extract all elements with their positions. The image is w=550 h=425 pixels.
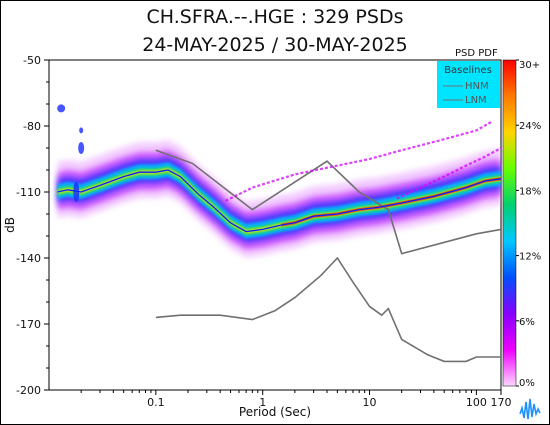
y-axis: -50 -80 -110 -140 -170 -200 (16, 54, 49, 397)
colorbar-tick-label: 30+ (519, 60, 540, 71)
colorbar: PSD PDF 30+ 24% 18% 12% 6% 0% (455, 48, 541, 389)
mode-line (57, 169, 501, 233)
x-axis: 0.1 1 10 100 170 (80, 390, 512, 409)
y-axis-label: dB (3, 217, 17, 233)
chart-title: CH.SFRA.--.HGE : 329 PSDs (146, 6, 404, 28)
x-tick-label: 1 (259, 396, 266, 409)
density-spike (79, 127, 84, 134)
colorbar-tick-label: 18% (519, 186, 541, 197)
colorbar-tick-label: 12% (519, 252, 541, 263)
y-tick-label: -50 (23, 54, 41, 67)
y-tick-label: -170 (16, 318, 41, 331)
density-spike (78, 142, 85, 154)
x-tick-label: 0.1 (147, 396, 165, 409)
y-tick-label: -200 (16, 384, 41, 397)
density-band (57, 157, 501, 243)
y-tick-label: -140 (16, 252, 41, 265)
legend-title: Baselines (444, 65, 492, 76)
chart-subtitle: 24-MAY-2025 / 30-MAY-2025 (142, 34, 408, 56)
legend-lnm-label: LNM (465, 95, 487, 106)
x-tick-label: 100 (466, 396, 487, 409)
colorbar-title: PSD PDF (455, 48, 498, 59)
x-tick-label: 170 (491, 396, 512, 409)
density-spike (57, 104, 66, 113)
x-axis-label: Period (Sec) (239, 405, 311, 419)
density-spike (73, 182, 80, 202)
outlier-trace (225, 120, 493, 202)
colorbar-tick-label: 24% (519, 121, 541, 132)
colorbar-ticks: 30+ 24% 18% 12% 6% 0% (516, 59, 541, 389)
lnm-line (155, 256, 501, 363)
colorbar-scale (502, 59, 517, 387)
y-tick-label: -80 (23, 120, 41, 133)
legend: Baselines HNM LNM (437, 61, 500, 108)
y-tick-label: -110 (16, 186, 41, 199)
hnm-line (155, 149, 501, 255)
series-layer (57, 120, 501, 363)
wave-logo (519, 398, 541, 420)
colorbar-tick-label: 6% (519, 317, 535, 328)
legend-hnm-label: HNM (465, 81, 489, 92)
x-tick-label: 10 (363, 396, 377, 409)
colorbar-tick-label: 0% (519, 378, 535, 389)
outlier-trace (396, 147, 501, 200)
